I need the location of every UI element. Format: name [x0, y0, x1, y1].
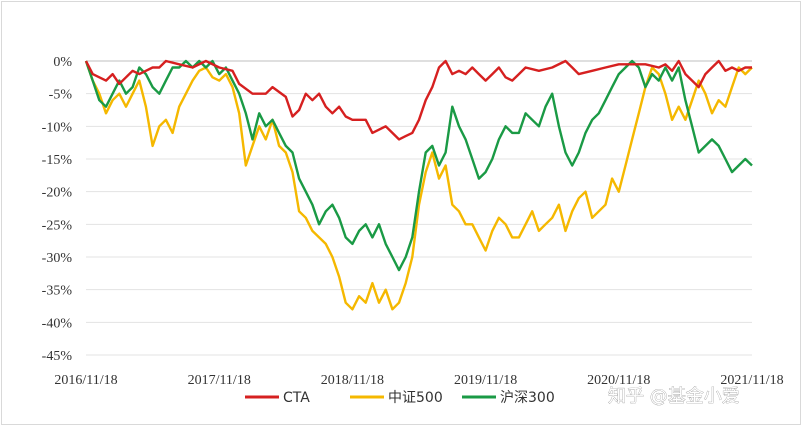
y-tick-label: 0%: [53, 55, 72, 70]
series-line-0: [84, 59, 752, 141]
grid-lines: [86, 60, 752, 356]
legend-label: 沪深300: [500, 390, 555, 406]
x-tick-label: 2016/11/18: [54, 373, 117, 388]
x-axis-tick-labels: 2016/11/18 2017/11/18 2018/11/18 2019/11/18…: [54, 373, 783, 388]
x-tick-label: 2018/11/18: [321, 373, 384, 388]
x-tick-label: 2017/11/18: [188, 373, 251, 388]
y-tick-label: -45%: [42, 349, 73, 364]
y-tick-label: -15%: [42, 153, 73, 168]
x-tick-label: 2021/11/18: [720, 373, 783, 388]
x-tick-label: 2019/11/18: [454, 373, 517, 388]
y-tick-label: -40%: [42, 316, 73, 331]
y-tick-label: -30%: [42, 251, 73, 266]
y-tick-label: -5%: [49, 88, 73, 103]
legend-label: 中证500: [388, 390, 443, 406]
watermark: 知乎 @基金小爱: [608, 386, 740, 407]
x-tick-label: 2020/11/18: [587, 373, 650, 388]
y-tick-label: -35%: [42, 284, 73, 299]
legend-label: CTA: [283, 390, 310, 406]
legend: CTA 中证500 沪深300: [245, 390, 555, 406]
series-lines: [84, 59, 753, 311]
y-axis-tick-labels: 0% -5% -10% -15% -20% -25% -30% -35% -40% -45%: [42, 55, 73, 364]
y-tick-label: -10%: [42, 120, 73, 135]
y-tick-label: -25%: [42, 218, 73, 233]
series-line-2: [84, 59, 753, 272]
y-tick-label: -20%: [42, 186, 73, 201]
series-line-1: [84, 60, 753, 311]
